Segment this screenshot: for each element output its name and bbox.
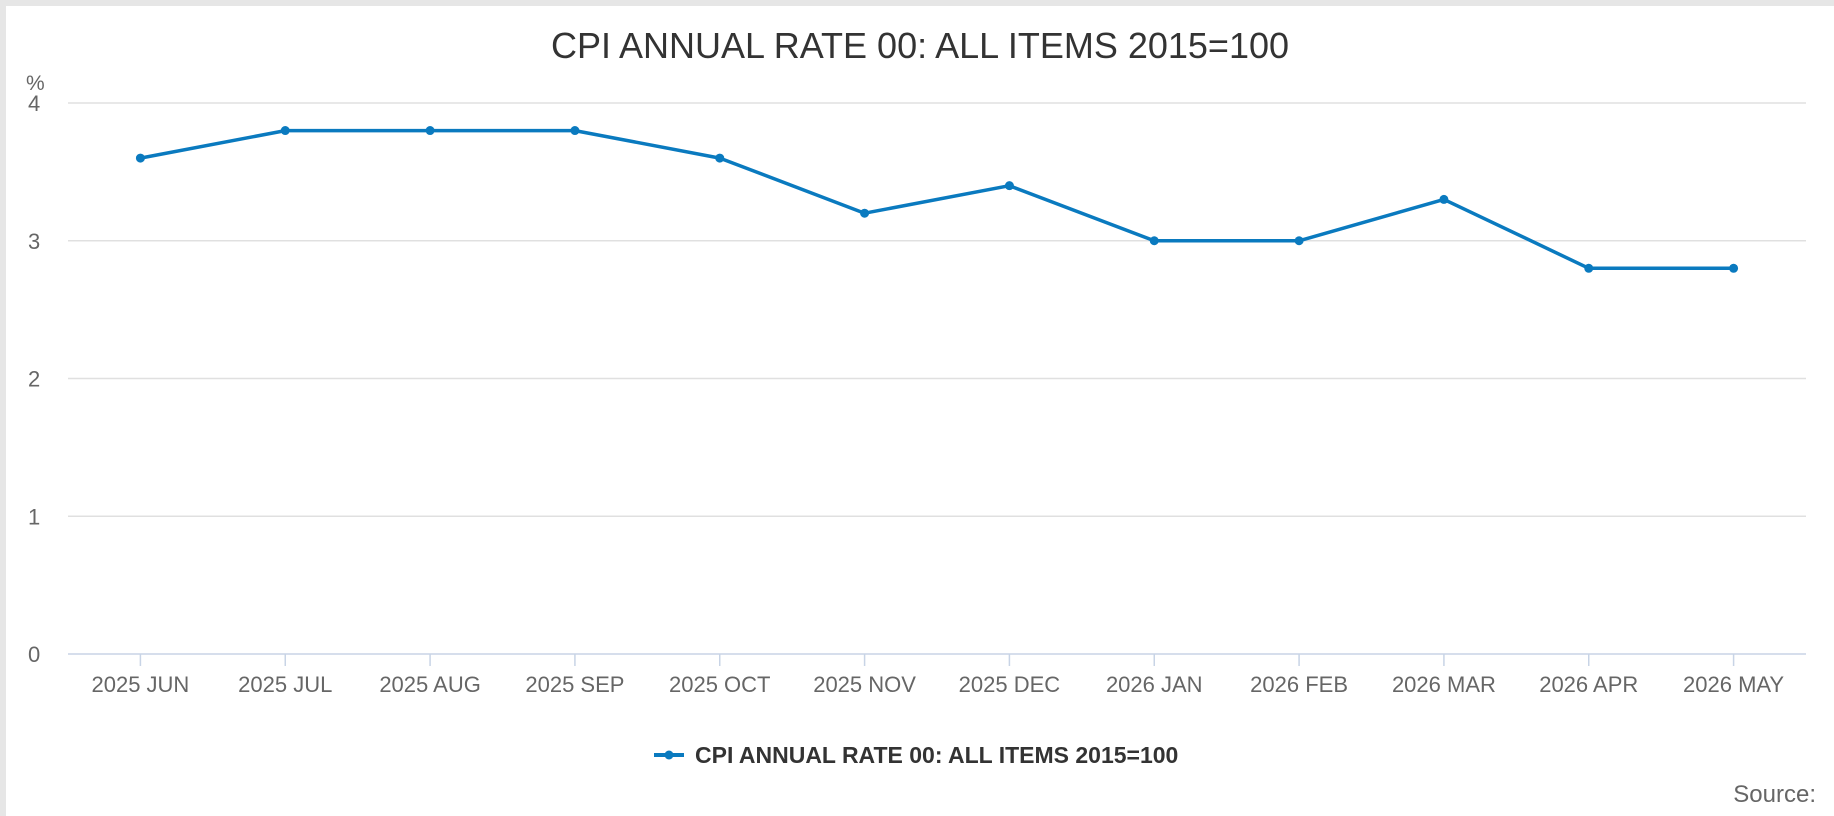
x-tick-label: 2026 APR bbox=[1539, 672, 1638, 697]
y-tick-label: 2 bbox=[28, 367, 40, 392]
y-tick-label: 1 bbox=[28, 504, 40, 529]
y-tick-label: 3 bbox=[28, 229, 40, 254]
line-chart: CPI ANNUAL RATE 00: ALL ITEMS 2015=100 %… bbox=[26, 25, 1806, 768]
data-point[interactable] bbox=[1729, 263, 1739, 273]
data-point[interactable] bbox=[1004, 181, 1014, 191]
data-point[interactable] bbox=[1294, 236, 1304, 246]
data-point[interactable] bbox=[860, 208, 870, 218]
chart-title: CPI ANNUAL RATE 00: ALL ITEMS 2015=100 bbox=[551, 25, 1289, 66]
x-tick-label: 2026 JAN bbox=[1106, 672, 1203, 697]
x-tick-label: 2025 JUL bbox=[238, 672, 332, 697]
y-axis-unit-label: % bbox=[26, 72, 45, 95]
x-tick-label: 2025 JUN bbox=[91, 672, 189, 697]
legend[interactable]: CPI ANNUAL RATE 00: ALL ITEMS 2015=100 bbox=[654, 742, 1178, 768]
data-point[interactable] bbox=[570, 126, 580, 136]
data-point[interactable] bbox=[425, 126, 435, 136]
y-tick-label: 0 bbox=[28, 642, 40, 667]
gridlines bbox=[68, 102, 1806, 517]
x-tick-label: 2025 SEP bbox=[525, 672, 624, 697]
series-line bbox=[140, 128, 1734, 271]
x-tick-label: 2025 NOV bbox=[813, 672, 916, 697]
x-axis: 2025 JUN 2025 JUL 2025 AUG 2025 SEP 2025 OCT… bbox=[68, 653, 1806, 697]
x-tick-label: 2026 FEB bbox=[1250, 672, 1348, 697]
data-point[interactable] bbox=[715, 153, 725, 163]
data-point[interactable] bbox=[135, 153, 145, 163]
data-point[interactable] bbox=[280, 126, 290, 136]
legend-swatch-marker bbox=[664, 750, 674, 760]
y-axis-ticks: 0 1 2 3 4 bbox=[28, 91, 40, 667]
x-tick-label: 2026 MAY bbox=[1683, 672, 1784, 697]
chart-frame: CPI ANNUAL RATE 00: ALL ITEMS 2015=100 %… bbox=[6, 6, 1834, 816]
data-point[interactable] bbox=[1149, 236, 1159, 246]
x-tick-label: 2025 OCT bbox=[669, 672, 771, 697]
x-tick-label: 2025 DEC bbox=[959, 672, 1061, 697]
series-layer bbox=[135, 126, 1739, 273]
x-tick-label: 2026 MAR bbox=[1392, 672, 1496, 697]
data-point[interactable] bbox=[1584, 263, 1594, 273]
legend-entry-label: CPI ANNUAL RATE 00: ALL ITEMS 2015=100 bbox=[695, 742, 1178, 768]
data-point[interactable] bbox=[1439, 194, 1449, 204]
source-label: Source: bbox=[1733, 781, 1816, 808]
x-tick-label: 2025 AUG bbox=[379, 672, 481, 697]
y-tick-label: 4 bbox=[28, 91, 40, 116]
